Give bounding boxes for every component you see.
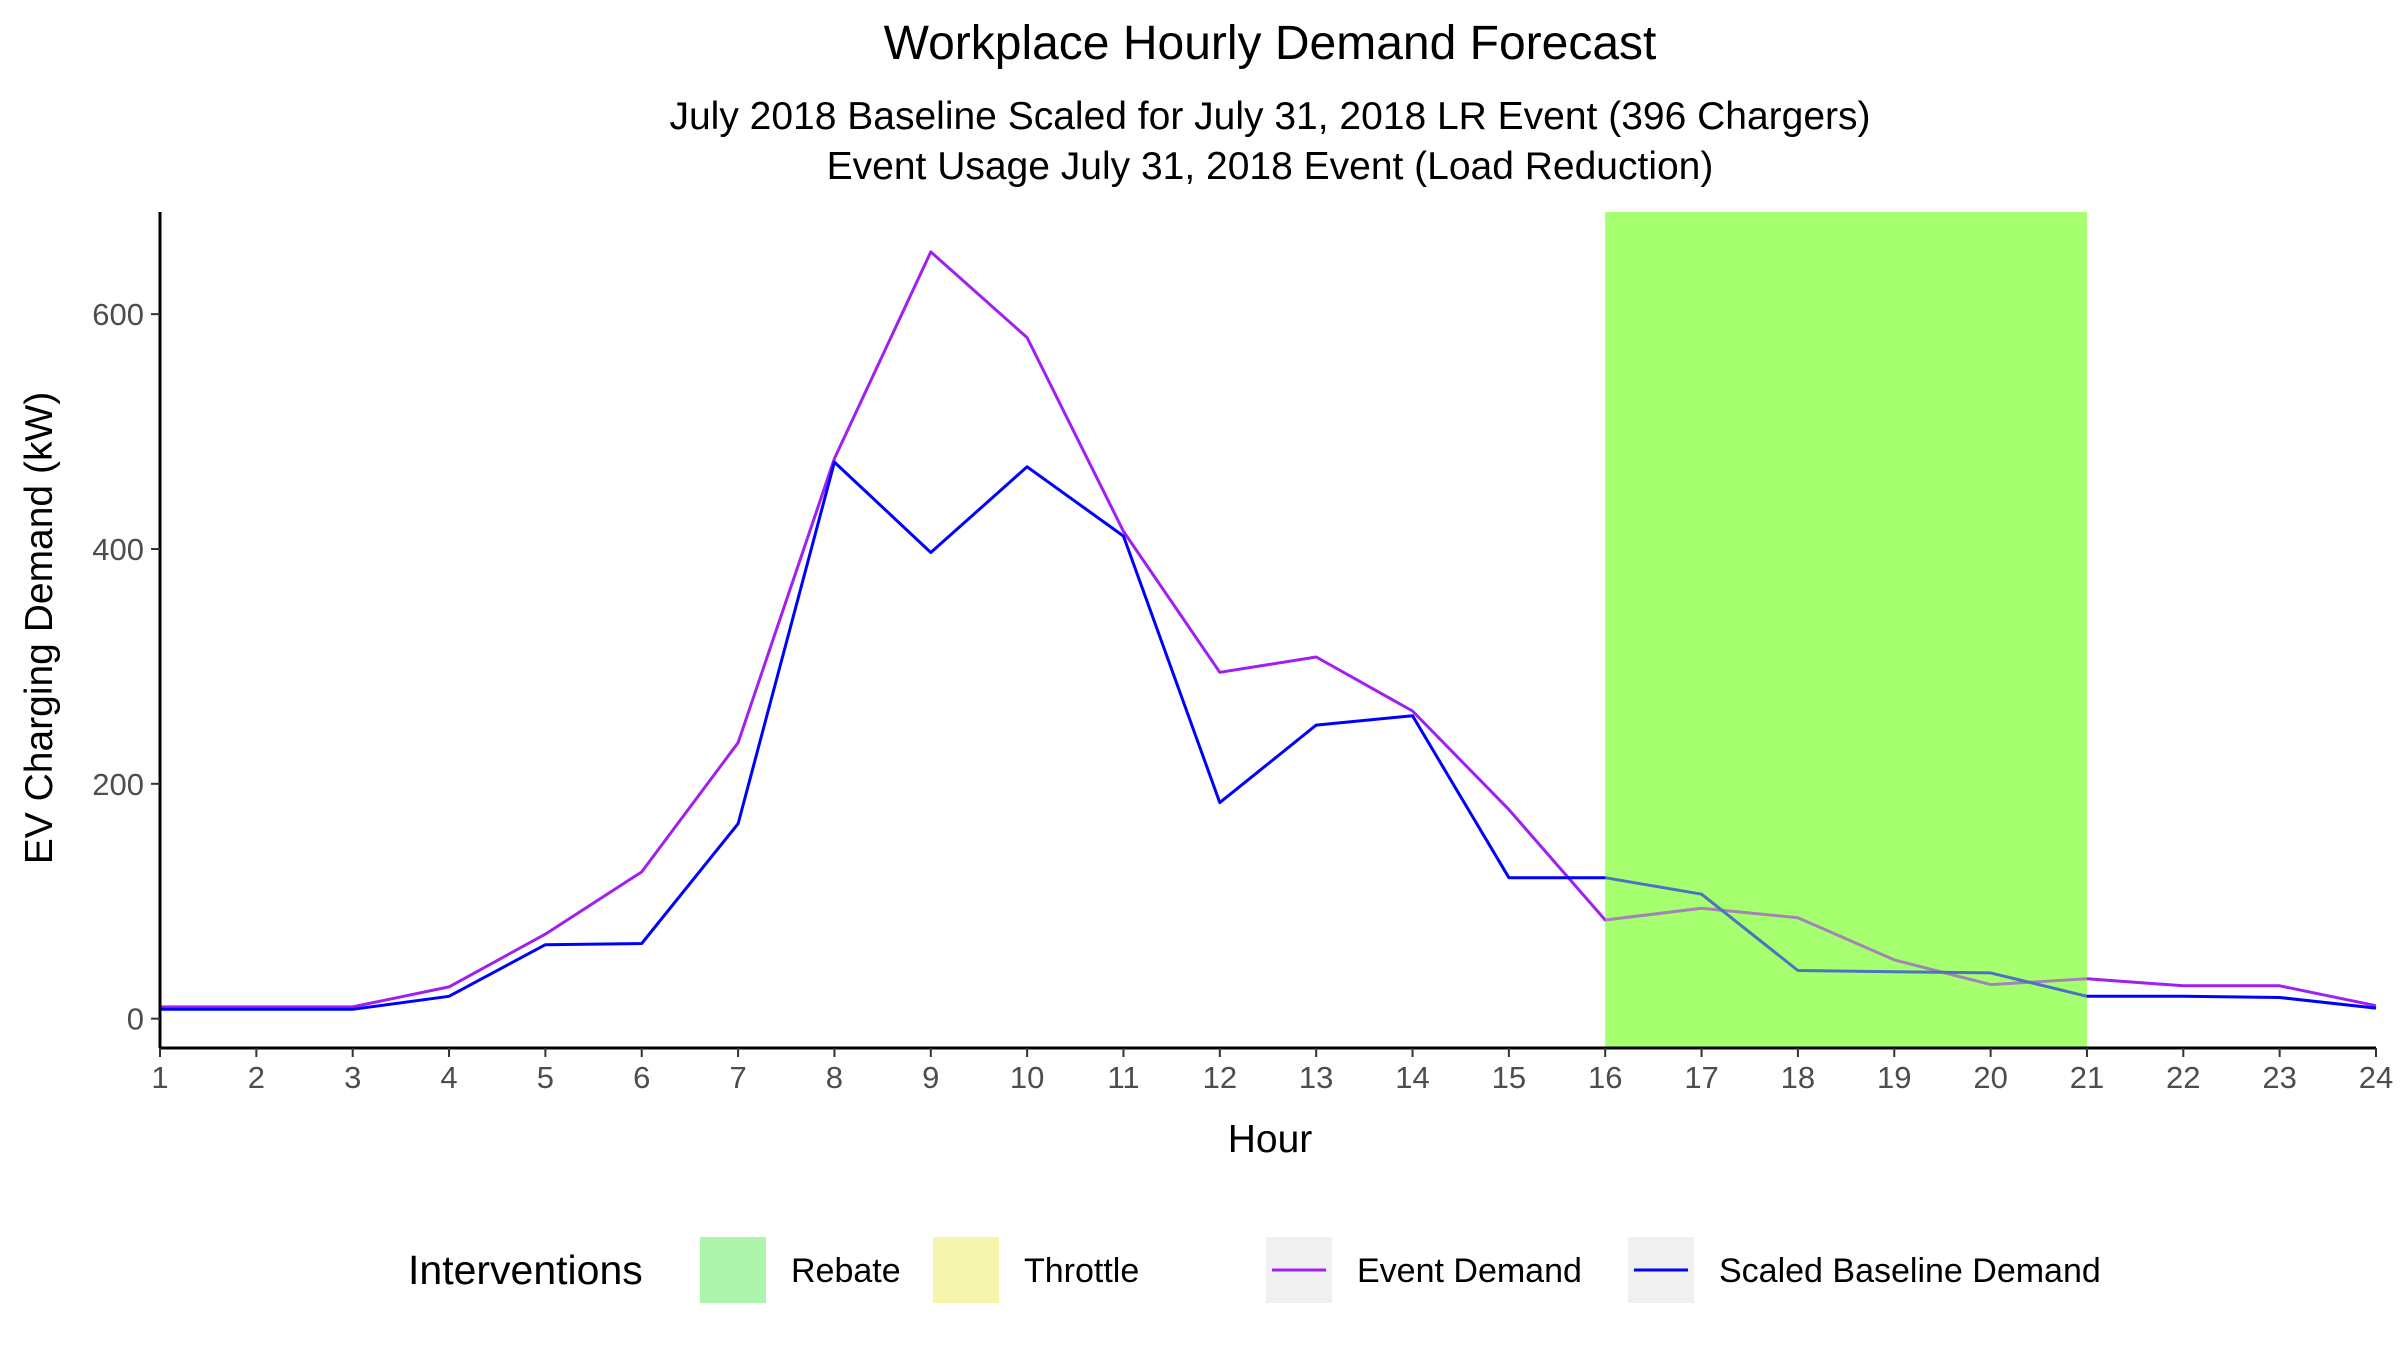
series-layer	[160, 212, 2377, 1048]
x-tick-label: 24	[2359, 1060, 2393, 1095]
x-tick-label: 8	[826, 1060, 843, 1095]
x-tick-label: 11	[1107, 1060, 1139, 1095]
y-tick-label: 400	[92, 532, 144, 567]
x-tick-label: 13	[1299, 1060, 1333, 1095]
chart-subtitle-line-2: Event Usage July 31, 2018 Event (Load Re…	[827, 145, 1714, 188]
y-axis-ticks: 0 200 400 600	[92, 297, 160, 1037]
x-tick-label: 22	[2166, 1060, 2200, 1095]
legend-label-throttle: Throttle	[1024, 1252, 1139, 1290]
x-axis-title: Hour	[1228, 1118, 1313, 1161]
intervention-overlay-rebate	[1605, 212, 2087, 1048]
y-tick-label: 0	[127, 1002, 144, 1037]
x-tick-label: 5	[537, 1060, 554, 1095]
legend-title: Interventions	[408, 1247, 643, 1293]
x-tick-label: 21	[2070, 1060, 2104, 1095]
x-tick-label: 4	[440, 1060, 457, 1095]
x-tick-label: 23	[2262, 1060, 2296, 1095]
chart-title: Workplace Hourly Demand Forecast	[884, 17, 1657, 70]
intervention-band-rebate	[1605, 212, 2087, 1048]
x-tick-label: 19	[1877, 1060, 1911, 1095]
y-tick-label: 200	[92, 767, 144, 802]
chart-subtitle-line-1: July 2018 Baseline Scaled for July 31, 2…	[669, 95, 1870, 138]
legend-label-rebate: Rebate	[791, 1252, 901, 1290]
x-tick-label: 6	[633, 1060, 650, 1095]
series-line-event-demand	[160, 250, 2377, 1009]
legend-items: Rebate Throttle Event Demand Scaled Baselin…	[700, 1237, 2101, 1303]
x-tick-label: 2	[248, 1060, 265, 1095]
y-tick-label: 600	[92, 297, 144, 332]
x-tick-label: 14	[1395, 1060, 1429, 1095]
x-tick-label: 15	[1492, 1060, 1526, 1095]
x-tick-label: 12	[1203, 1060, 1237, 1095]
x-tick-label: 1	[151, 1060, 168, 1095]
legend-key-rebate	[700, 1237, 766, 1303]
x-tick-label: 7	[729, 1060, 746, 1095]
series-line-scaled-baseline-demand	[160, 460, 2377, 1011]
x-tick-label: 10	[1010, 1060, 1044, 1095]
legend: Interventions Rebate Throttle Event Demand…	[408, 1237, 2101, 1303]
x-tick-label: 20	[1973, 1060, 2007, 1095]
x-tick-label: 16	[1588, 1060, 1622, 1095]
x-tick-label: 3	[344, 1060, 361, 1095]
x-tick-label: 18	[1781, 1060, 1815, 1095]
x-tick-label: 17	[1684, 1060, 1718, 1095]
legend-label-event-demand: Event Demand	[1357, 1252, 1582, 1290]
y-axis-title: EV Charging Demand (kW)	[18, 392, 61, 865]
x-axis-ticks: 1 2 3 4 5 6 7 8 9 10 11 12 13 14 15 16 17 18 19 20 21 22 23 24	[151, 1048, 2393, 1095]
intervention-layer	[1605, 212, 2087, 1048]
legend-key-throttle	[933, 1237, 999, 1303]
legend-label-scaled-baseline-demand: Scaled Baseline Demand	[1719, 1252, 2101, 1290]
x-tick-label: 9	[922, 1060, 939, 1095]
